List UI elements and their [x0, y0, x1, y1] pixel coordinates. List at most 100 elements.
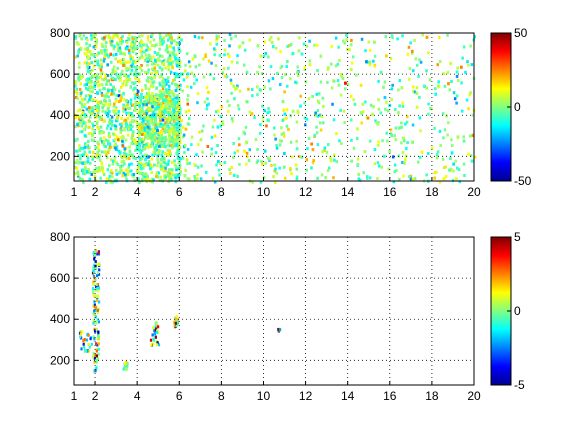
heatmap-cell — [205, 107, 209, 111]
heatmap-cell — [118, 151, 122, 155]
heatmap-cell — [93, 327, 96, 331]
heatmap-cell — [106, 112, 110, 115]
heatmap-cell — [262, 54, 266, 58]
heatmap-cell — [152, 111, 155, 114]
heatmap-cell — [140, 114, 143, 118]
heatmap-cell — [175, 324, 178, 328]
heatmap-cell — [210, 135, 214, 139]
heatmap-cell — [115, 161, 118, 165]
heatmap-cell — [77, 50, 80, 54]
heatmap-cell — [94, 45, 98, 49]
top-heatmap-cells — [74, 33, 477, 184]
heatmap-cell — [124, 362, 127, 366]
heatmap-cell — [92, 294, 95, 298]
heatmap-cell — [128, 163, 131, 167]
heatmap-cell — [92, 369, 96, 373]
x-tick-label: 8 — [218, 185, 225, 199]
heatmap-cell — [136, 46, 139, 50]
heatmap-cell — [273, 169, 276, 173]
heatmap-cell — [109, 40, 112, 44]
heatmap-cell — [91, 271, 95, 275]
heatmap-cell — [95, 114, 99, 118]
heatmap-cell — [94, 309, 97, 313]
heatmap-cell — [145, 102, 149, 106]
heatmap-cell — [93, 113, 97, 117]
heatmap-cell — [274, 180, 277, 184]
heatmap-cell — [286, 44, 289, 48]
heatmap-cell — [350, 159, 353, 163]
heatmap-cell — [157, 112, 160, 116]
heatmap-cell — [295, 175, 299, 179]
heatmap-cell — [322, 104, 325, 108]
heatmap-cell — [93, 337, 96, 341]
heatmap-cell — [165, 95, 168, 98]
heatmap-cell — [95, 347, 98, 351]
heatmap-cell — [84, 152, 87, 156]
heatmap-cell — [121, 122, 124, 126]
heatmap-cell — [154, 115, 158, 119]
heatmap-cell — [173, 144, 176, 148]
heatmap-cell — [152, 136, 155, 140]
heatmap-cell — [140, 64, 143, 67]
heatmap-cell — [184, 168, 187, 172]
heatmap-cell — [429, 107, 432, 111]
heatmap-cell — [91, 98, 94, 102]
heatmap-cell — [407, 45, 411, 49]
heatmap-cell — [91, 53, 94, 56]
heatmap-cell — [413, 90, 417, 94]
heatmap-cell — [95, 342, 98, 346]
heatmap-cell — [91, 287, 95, 291]
heatmap-cell — [106, 107, 110, 111]
heatmap-cell — [121, 174, 124, 178]
heatmap-cell — [164, 78, 167, 82]
heatmap-cell — [122, 98, 126, 102]
heatmap-cell — [124, 367, 127, 371]
heatmap-cell — [151, 333, 154, 337]
heatmap-cell — [230, 60, 234, 64]
heatmap-cell — [89, 89, 92, 93]
heatmap-cell — [230, 117, 234, 121]
heatmap-cell — [84, 166, 87, 170]
heatmap-cell — [155, 87, 158, 91]
heatmap-cell — [296, 111, 300, 115]
heatmap-cell — [89, 71, 92, 75]
heatmap-cell — [135, 142, 138, 146]
heatmap-cell — [173, 72, 176, 75]
heatmap-cell — [97, 294, 100, 298]
x-tick-label: 1 — [71, 185, 78, 199]
heatmap-cell — [94, 253, 97, 257]
heatmap-cell — [307, 97, 311, 101]
heatmap-cell — [258, 65, 261, 69]
heatmap-cell — [251, 94, 254, 98]
heatmap-cell — [140, 54, 143, 58]
heatmap-cell — [245, 162, 248, 166]
heatmap-cell — [275, 171, 278, 175]
heatmap-cell — [146, 35, 150, 39]
heatmap-cell — [127, 74, 130, 78]
heatmap-cell — [439, 144, 442, 147]
heatmap-cell — [174, 176, 177, 180]
heatmap-cell — [267, 107, 270, 110]
heatmap-cell — [97, 352, 100, 356]
heatmap-cell — [261, 115, 265, 119]
heatmap-cell — [419, 129, 422, 133]
x-tick-label: 6 — [176, 389, 183, 403]
heatmap-cell — [143, 100, 147, 104]
heatmap-cell — [350, 94, 353, 98]
heatmap-cell — [416, 63, 419, 67]
heatmap-cell — [137, 167, 140, 171]
heatmap-cell — [150, 117, 154, 121]
heatmap-cell — [175, 151, 178, 155]
heatmap-cell — [141, 171, 144, 175]
heatmap-cell — [95, 360, 98, 364]
heatmap-cell — [189, 65, 192, 69]
heatmap-cell — [119, 59, 122, 63]
top-colorbar-ticks: 500-50 — [507, 26, 532, 188]
heatmap-cell — [162, 58, 166, 62]
heatmap-cell — [299, 104, 302, 108]
heatmap-cell — [160, 95, 164, 99]
heatmap-cell — [105, 48, 108, 52]
heatmap-cell — [153, 66, 157, 70]
heatmap-cell — [184, 63, 187, 67]
heatmap-cell — [90, 112, 93, 116]
